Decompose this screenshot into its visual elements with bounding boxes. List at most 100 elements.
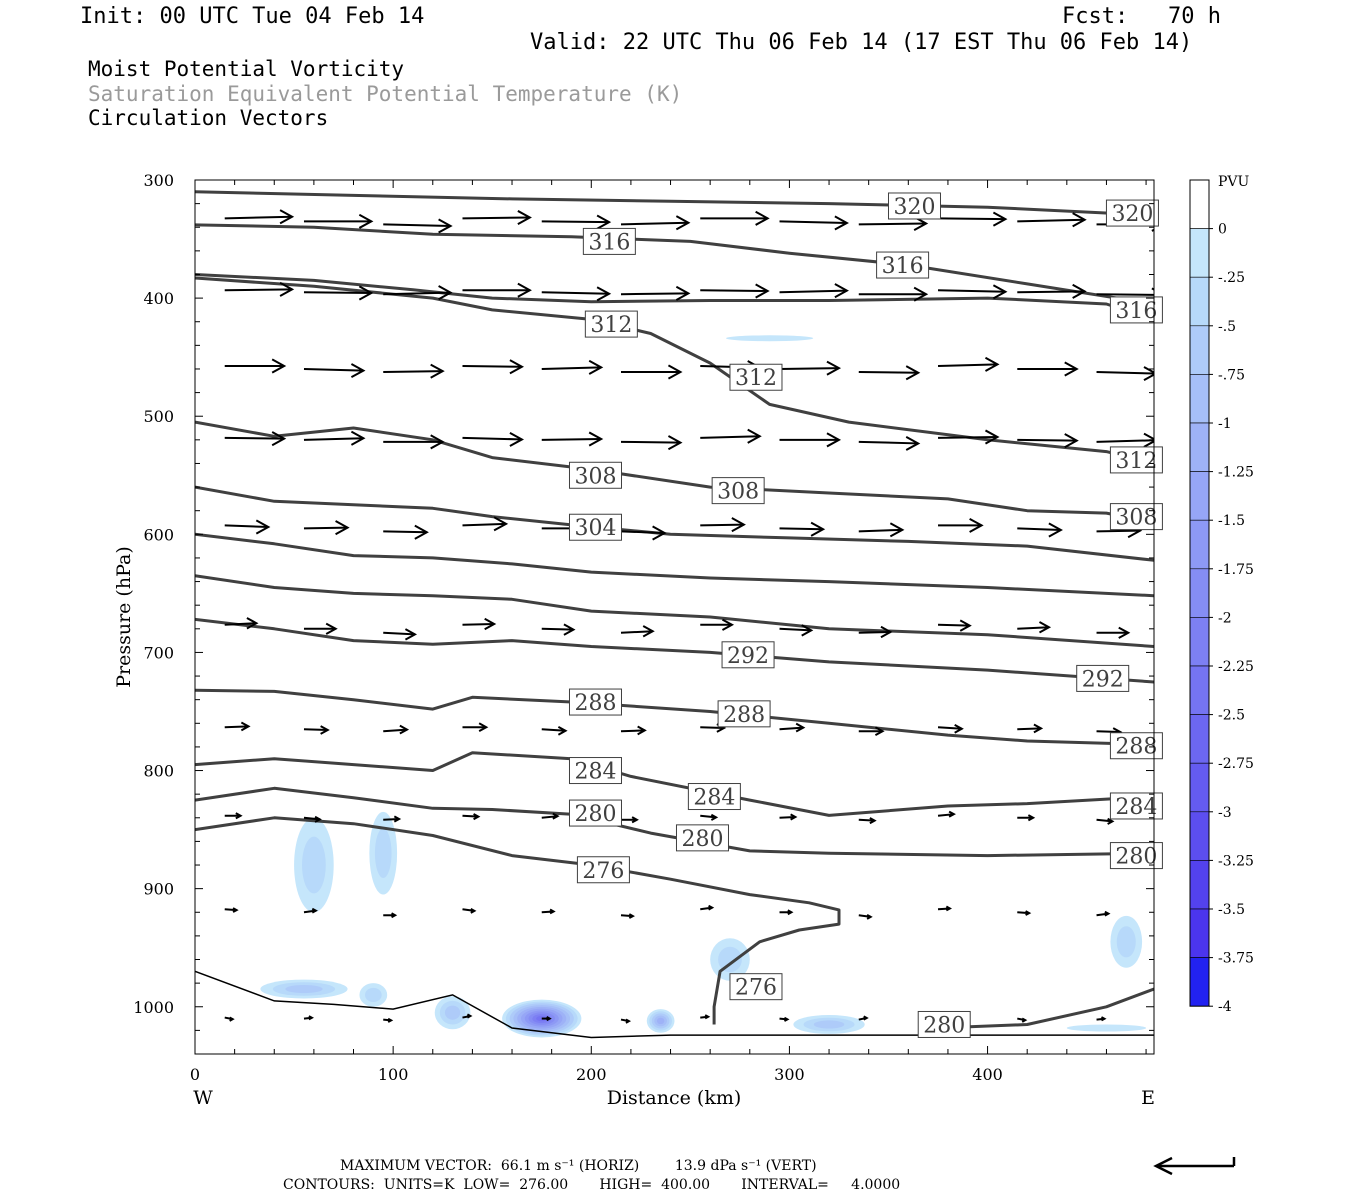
contour-label-276: 276 bbox=[576, 856, 630, 884]
vector-arrow bbox=[938, 429, 1000, 445]
contour-label-316: 316 bbox=[1109, 296, 1163, 324]
forecast-hour: Fcst: 70 h bbox=[1062, 4, 1221, 29]
vector-arrow bbox=[224, 431, 287, 447]
svg-text:276: 276 bbox=[582, 859, 624, 884]
colorbar-box bbox=[1189, 179, 1210, 229]
contour-label-312: 312 bbox=[729, 363, 783, 391]
vector-arrow bbox=[779, 215, 849, 231]
vector-arrow bbox=[541, 431, 604, 447]
vector-arrow bbox=[779, 521, 826, 537]
colorbar-box bbox=[1189, 325, 1210, 375]
isentrope-316 bbox=[195, 273, 1154, 321]
vector-arrow bbox=[620, 285, 691, 301]
colorbar-box bbox=[1189, 665, 1210, 715]
colorbar-label: -1.5 bbox=[1218, 513, 1245, 529]
contour-label-284: 284 bbox=[687, 783, 741, 811]
y-tick-label: 500 bbox=[143, 407, 174, 426]
svg-text:312: 312 bbox=[1115, 449, 1157, 474]
vector-arrow bbox=[303, 907, 318, 914]
x-tick-label: 0 bbox=[190, 1065, 200, 1084]
field-title-vectors: Circulation Vectors bbox=[88, 106, 329, 130]
vector-arrow bbox=[620, 525, 667, 541]
colorbar-box bbox=[1189, 811, 1210, 861]
y-tick-label: 700 bbox=[143, 643, 174, 662]
vector-arrow bbox=[1017, 814, 1036, 822]
vector-arrow bbox=[938, 619, 972, 632]
y-tick-label: 400 bbox=[143, 289, 174, 308]
vector-arrow bbox=[462, 1013, 473, 1019]
contour-label-288: 288 bbox=[717, 700, 771, 728]
svg-text:280: 280 bbox=[681, 827, 723, 852]
contour-label-308: 308 bbox=[568, 461, 622, 489]
colorbar-box bbox=[1189, 762, 1210, 813]
contour-info: CONTOURS: UNITS=K LOW= 276.00 HIGH= 400.… bbox=[283, 1177, 901, 1193]
contour-label-308: 308 bbox=[1109, 503, 1163, 531]
svg-text:280: 280 bbox=[574, 802, 616, 827]
colorbar-box bbox=[1189, 860, 1210, 910]
vector-arrow bbox=[779, 624, 814, 637]
svg-text:316: 316 bbox=[1115, 299, 1157, 324]
colorbar-label: -3.5 bbox=[1218, 902, 1245, 918]
vector-arrow bbox=[303, 815, 322, 823]
y-tick-label: 300 bbox=[143, 171, 174, 190]
vector-arrow bbox=[700, 904, 715, 911]
vector-arrow bbox=[383, 1017, 394, 1023]
vector-arrow bbox=[1017, 621, 1052, 634]
vector-arrow bbox=[224, 907, 239, 913]
svg-text:304: 304 bbox=[574, 516, 616, 541]
vector-arrow bbox=[937, 356, 1000, 372]
colorbar-box bbox=[1189, 471, 1210, 521]
mpv-region-9 bbox=[656, 1017, 665, 1025]
y-tick-label: 1000 bbox=[133, 998, 174, 1017]
contour-label-280: 280 bbox=[568, 799, 622, 827]
vector-arrow bbox=[224, 1016, 235, 1022]
vector-arrow bbox=[779, 909, 794, 916]
contour-label-292: 292 bbox=[1076, 664, 1130, 692]
vector-arrow bbox=[383, 815, 402, 823]
colorbar-label: -1.75 bbox=[1218, 562, 1254, 578]
vector-arrow bbox=[1096, 1016, 1107, 1022]
svg-text:284: 284 bbox=[574, 760, 616, 785]
vector-arrow bbox=[858, 286, 929, 302]
vector-arrow bbox=[700, 428, 762, 444]
colorbar-label: -2.25 bbox=[1218, 659, 1254, 675]
vector-arrow bbox=[779, 1016, 790, 1022]
svg-text:320: 320 bbox=[893, 195, 935, 220]
vector-arrow bbox=[541, 286, 612, 302]
vector-arrow bbox=[1096, 910, 1111, 917]
vector-arrow bbox=[938, 211, 1008, 227]
vector-arrow bbox=[858, 365, 921, 381]
svg-text:308: 308 bbox=[574, 464, 616, 489]
vector-arrow bbox=[621, 816, 639, 824]
contour-label-308: 308 bbox=[711, 477, 765, 505]
y-axis-label: Pressure (hPa) bbox=[113, 546, 135, 688]
contour-label-312: 312 bbox=[584, 310, 638, 338]
colorbar-label: -3 bbox=[1218, 805, 1232, 821]
x-axis-label: Distance (km) bbox=[607, 1087, 742, 1109]
vector-arrow bbox=[224, 519, 271, 535]
vector-arrow bbox=[383, 912, 398, 919]
vector-arrow bbox=[620, 913, 635, 919]
mpv-shading bbox=[260, 335, 1147, 1038]
colorbar-label: -2 bbox=[1218, 610, 1232, 626]
svg-text:280: 280 bbox=[923, 1013, 965, 1038]
vector-arrow bbox=[462, 282, 532, 298]
vector-arrow bbox=[779, 283, 849, 299]
contour-label-280: 280 bbox=[1109, 842, 1163, 870]
colorbar-box bbox=[1189, 276, 1210, 327]
svg-text:280: 280 bbox=[1115, 845, 1157, 870]
vector-arrow bbox=[858, 435, 921, 451]
vector-arrow bbox=[462, 617, 497, 631]
vector-arrow bbox=[858, 522, 905, 538]
vector-arrow bbox=[224, 358, 287, 374]
vector-arrow bbox=[541, 726, 568, 736]
contour-label-320: 320 bbox=[1105, 199, 1159, 227]
vector-arrow bbox=[462, 210, 532, 226]
vector-arrow bbox=[541, 908, 556, 915]
colorbar-box bbox=[1189, 617, 1210, 667]
isentrope-280 bbox=[937, 987, 1154, 1030]
mpv-region-3 bbox=[1116, 926, 1136, 958]
mpv-region-11 bbox=[1066, 1024, 1147, 1032]
contour-label-292: 292 bbox=[721, 641, 775, 669]
vector-arrow bbox=[303, 285, 374, 301]
